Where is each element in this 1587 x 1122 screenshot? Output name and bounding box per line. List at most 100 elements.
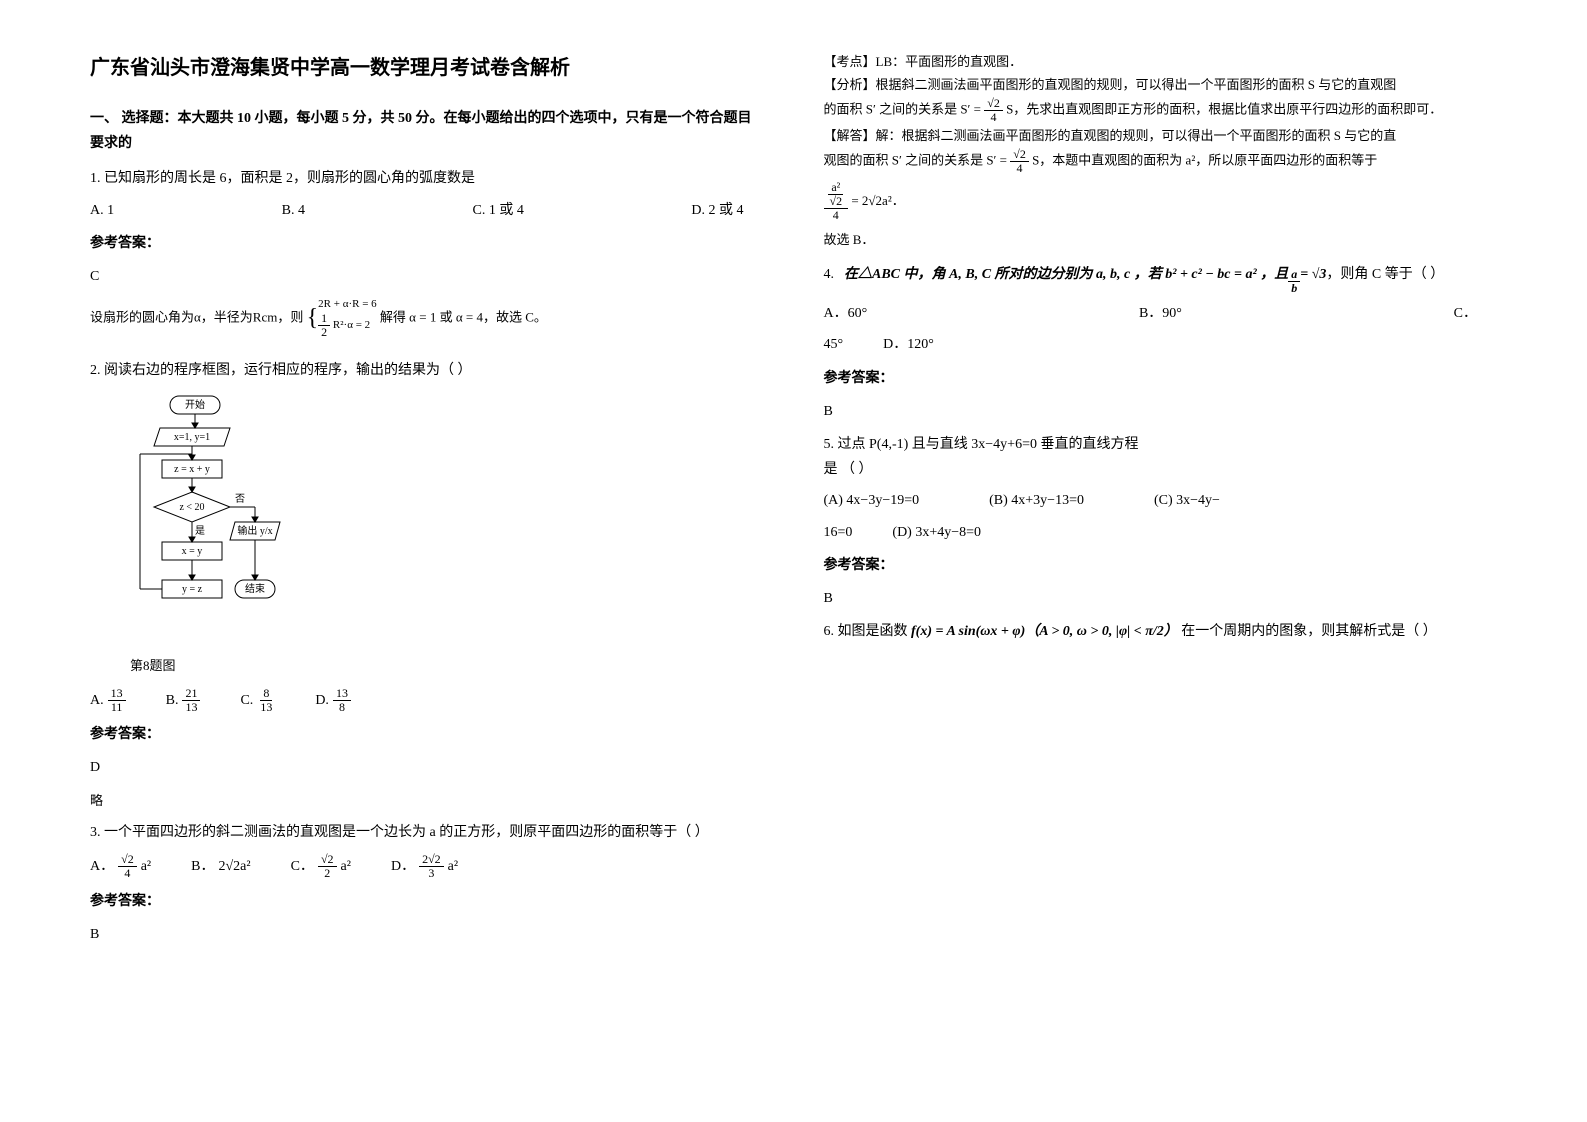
q3-answer: B [90, 922, 764, 947]
q1-rationale-post: 解得 α = 1 或 α = 4，故选 C。 [380, 310, 547, 325]
q5-c2: 16=0 [824, 520, 853, 545]
q3-d-label: D． [391, 854, 415, 879]
q2-answer-label: 参考答案： [90, 722, 764, 747]
q3-ana-den: 4 [988, 111, 1000, 124]
question-6: 6. 如图是函数 f(x) = A sin(ωx + φ)（A > 0, ω >… [824, 619, 1498, 644]
q1-sys-frac-num: 1 [318, 312, 330, 326]
q2-flowchart: 开始 x=1, y=1 z = x + y z < 20 是 否 输出 y/x … [120, 394, 764, 644]
q6-pre: 6. 如图是函数 [824, 624, 912, 639]
q5-c: (C) 3x−4y− [1154, 488, 1220, 513]
q4-choices-row2: 45° D．120° [824, 332, 1498, 357]
svg-text:x = y: x = y [182, 546, 203, 557]
q5-text2: 是 （ ） [824, 457, 1498, 482]
q4-ratio-eq: = √3 [1300, 262, 1326, 287]
q3-d-den: 3 [425, 867, 437, 880]
q3-d-num: 2√2 [419, 853, 444, 867]
q1-text: 1. 已知扇形的周长是 6，面积是 2，则扇形的圆心角的弧度数是 [90, 166, 764, 191]
question-5: 5. 过点 P(4,-1) 且与直线 3x−4y+6=0 垂直的直线方程 是 （… [824, 432, 1498, 611]
svg-text:结束: 结束 [245, 582, 265, 595]
q2-d-den: 8 [336, 701, 348, 714]
q1-choice-b: B. 4 [282, 198, 305, 223]
q3-choices: A．√24 a² B．2√2a² C．√22 a² D．2√23 a² [90, 853, 764, 880]
q4-c: C． [1454, 301, 1477, 326]
question-2: 2. 阅读右边的程序框图，运行相应的程序，输出的结果为（ ） [90, 358, 764, 812]
section-heading: 一、 选择题：本大题共 10 小题，每小题 5 分，共 50 分。在每小题给出的… [90, 106, 764, 156]
q2-b-num: 21 [182, 687, 200, 701]
q4-answer: B [824, 399, 1498, 424]
q3-c-label: C． [291, 854, 314, 879]
q2-choices: A.1311 B.2113 C.813 D.138 [90, 687, 764, 714]
q5-b: (B) 4x+3y−13=0 [989, 488, 1084, 513]
q3-select-b: 故选 B． [824, 228, 1498, 251]
q3-sol-pre: 观图的面积 S′ 之间的关系是 S′ = [824, 152, 1011, 167]
q5-choices-row1: (A) 4x−3y−19=0 (B) 4x+3y−13=0 (C) 3x−4y− [824, 488, 1498, 513]
q1-answer-label: 参考答案： [90, 231, 764, 256]
q1-answer: C [90, 264, 764, 289]
q1-rationale: 设扇形的圆心角为α，半径为Rcm，则 { 2R + α·R = 6 12 R²·… [90, 297, 764, 340]
q2-rationale: 略 [90, 789, 764, 812]
svg-text:z = x + y: z = x + y [174, 464, 210, 475]
q4-ratio-num: a [1288, 268, 1300, 282]
q5-answer-label: 参考答案： [824, 553, 1498, 578]
q3-answer-label: 参考答案： [90, 889, 764, 914]
q2-a-label: A. [90, 688, 104, 713]
q3-c-num: √2 [318, 853, 337, 867]
svg-text:z < 20: z < 20 [179, 502, 204, 513]
q3-solve-2: 观图的面积 S′ 之间的关系是 S′ = √24 S，本题中直观图的面积为 a²… [824, 148, 1498, 175]
q2-answer: D [90, 755, 764, 780]
svg-text:x=1, y=1: x=1, y=1 [174, 432, 210, 443]
question-4: 4. 在△ABC 中，角 A, B, C 所对的边分别为 a, b, c ，若 … [824, 262, 1498, 424]
svg-text:开始: 开始 [185, 398, 205, 411]
q3-topic: 【考点】LB：平面图形的直观图． [824, 50, 1498, 73]
q3-result: a² √2 4 = 2√2a²． [824, 181, 1498, 223]
q2-c-label: C. [240, 688, 253, 713]
q3-c-suf: a² [341, 854, 351, 879]
q5-choices-row2: 16=0 (D) 3x+4y−8=0 [824, 520, 1498, 545]
q3-analysis-1: 【分析】根据斜二测画法画平面图形的直观图的规则，可以得出一个平面图形的面积 S … [824, 73, 1498, 96]
q6-formula: f(x) = A sin(ωx + φ)（A > 0, ω > 0, |φ| <… [911, 624, 1178, 639]
svg-text:是: 是 [195, 525, 205, 537]
q3-res-bot: 4 [830, 209, 842, 222]
q3-analysis-2: 的面积 S′ 之间的关系是 S′ = √24 S，先求出直观图即正方形的面积，根… [824, 97, 1498, 124]
q3-ana-pre: 的面积 S′ 之间的关系是 S′ = [824, 101, 985, 116]
q3-res-eq: = 2√2a²． [851, 193, 904, 208]
q2-a-den: 11 [108, 701, 126, 714]
q3-b: 2√2a² [218, 854, 250, 879]
q1-rationale-pre: 设扇形的圆心角为α，半径为Rcm，则 [90, 310, 303, 325]
q3-solve-1: 【解答】解：根据斜二测画法画平面图形的直观图的规则，可以得出一个平面图形的面积 … [824, 124, 1498, 147]
q2-b-label: B. [166, 688, 179, 713]
q1-choice-c: C. 1 或 4 [473, 198, 524, 223]
q3-res-top: a² [828, 181, 843, 195]
q1-choice-d: D. 2 或 4 [691, 198, 743, 223]
q1-sys-top: 2R + α·R = 6 [318, 298, 377, 311]
q6-post: 在一个周期内的图象，则其解析式是（ ） [1181, 624, 1437, 639]
q2-d-num: 13 [333, 687, 351, 701]
q5-answer: B [824, 586, 1498, 611]
q1-choice-a: A. 1 [90, 198, 114, 223]
q5-text: 5. 过点 P(4,-1) 且与直线 3x−4y+6=0 垂直的直线方程 [824, 432, 1498, 457]
svg-text:y = z: y = z [182, 584, 203, 595]
left-column: 广东省汕头市澄海集贤中学高一数学理月考试卷含解析 一、 选择题：本大题共 10 … [60, 50, 794, 1072]
q2-a-num: 13 [108, 687, 126, 701]
q4-num: 4. [824, 262, 835, 287]
svg-text:输出 y/x: 输出 y/x [237, 524, 272, 537]
q3-d-suf: a² [448, 854, 458, 879]
q4-choices-row1: A．60° B．90° C． [824, 301, 1498, 326]
q3-a-suf: a² [141, 854, 151, 879]
question-1: 1. 已知扇形的周长是 6，面积是 2，则扇形的圆心角的弧度数是 A. 1 B.… [90, 166, 764, 340]
q3-text: 3. 一个平面四边形的斜二测画法的直观图是一个边长为 a 的正方形，则原平面四边… [90, 820, 764, 845]
right-column: 【考点】LB：平面图形的直观图． 【分析】根据斜二测画法画平面图形的直观图的规则… [794, 50, 1528, 1072]
q1-choices: A. 1 B. 4 C. 1 或 4 D. 2 或 4 [90, 198, 764, 223]
q3-sol-num: √2 [1010, 148, 1029, 162]
q3-a-label: A． [90, 854, 114, 879]
q5-d: (D) 3x+4y−8=0 [892, 520, 981, 545]
q1-sys-frac-den: 2 [318, 326, 330, 339]
q4-answer-label: 参考答案： [824, 366, 1498, 391]
q5-a: (A) 4x−3y−19=0 [824, 488, 920, 513]
exam-title: 广东省汕头市澄海集贤中学高一数学理月考试卷含解析 [90, 50, 764, 86]
q3-sol-post: S，本题中直观图的面积为 a²，所以原平面四边形的面积等于 [1032, 152, 1377, 167]
q3-c-den: 2 [321, 867, 333, 880]
q4-post: ，则角 C 等于（ ） [1326, 262, 1444, 287]
q3-a-den: 4 [121, 867, 133, 880]
question-3: 3. 一个平面四边形的斜二测画法的直观图是一个边长为 a 的正方形，则原平面四边… [90, 820, 764, 947]
